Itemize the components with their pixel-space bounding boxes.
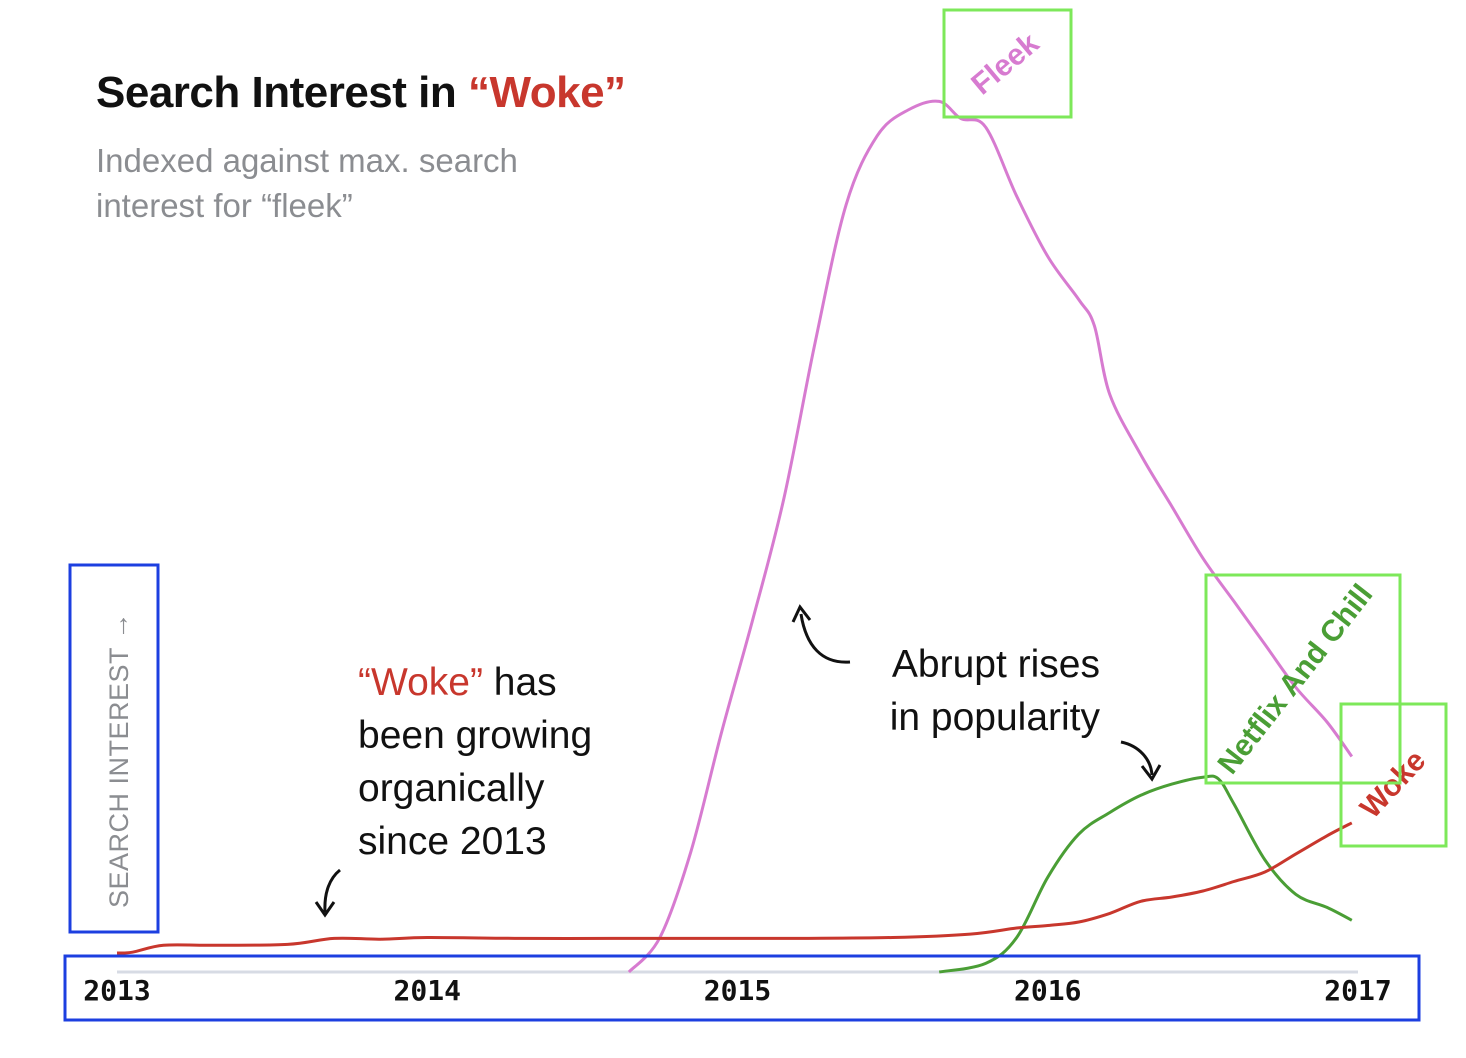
woke-annotation-line-1-rest: has bbox=[482, 661, 557, 704]
y-axis-label: SEARCH INTEREST → bbox=[104, 611, 134, 908]
woke-annotation-arrow bbox=[323, 868, 341, 913]
x-tick-label-2016: 2016 bbox=[1014, 974, 1081, 1007]
x-tick-labels: 2013 2014 2015 2016 2017 bbox=[83, 974, 1391, 1007]
series-line-woke bbox=[116, 821, 1353, 955]
series-label-netflix: Netflix And Chill bbox=[1212, 578, 1380, 780]
series-lines bbox=[116, 99, 1354, 974]
chart-title: Search Interest in “Woke” bbox=[96, 68, 626, 118]
series-line-fleek bbox=[627, 99, 1354, 974]
woke-label-highlight-box bbox=[1339, 702, 1448, 848]
abrupt-annotation-line-2: in popularity bbox=[889, 696, 1100, 739]
chart-title-prefix: Search Interest in bbox=[96, 68, 468, 117]
netflix-annotation-arrow bbox=[1120, 740, 1154, 776]
abrupt-annotation-line-1: Abrupt rises bbox=[891, 643, 1100, 686]
fleek-annotation-arrowhead bbox=[791, 604, 812, 623]
fleek-label-highlight-box bbox=[942, 8, 1073, 119]
x-tick-label-2013: 2013 bbox=[83, 974, 150, 1007]
woke-annotation-line-3: organically bbox=[358, 767, 545, 810]
netflix-label-highlight-box bbox=[1204, 573, 1402, 785]
x-axis-highlight-box bbox=[63, 954, 1421, 1022]
x-tick-label-2014: 2014 bbox=[394, 974, 461, 1007]
chart-title-highlight: “Woke” bbox=[467, 68, 626, 117]
netflix-annotation-arrowhead bbox=[1140, 764, 1162, 782]
subtitle-line-2: interest for “fleek” bbox=[96, 187, 353, 224]
subtitle-line-1: Indexed against max. search bbox=[96, 142, 518, 179]
woke-annotation-line-2: been growing bbox=[358, 714, 593, 757]
woke-annotation-highlight: “Woke” bbox=[358, 661, 483, 704]
y-axis-label-highlight-box bbox=[68, 563, 160, 934]
woke-annotation-line-1: “Woke” has bbox=[358, 656, 592, 709]
x-tick-label-2015: 2015 bbox=[704, 974, 771, 1007]
woke-annotation: “Woke” has been growing organically sinc… bbox=[358, 656, 592, 868]
series-line-netflix-and-chill bbox=[938, 774, 1353, 974]
abrupt-annotation: Abrupt rises in popularity bbox=[868, 638, 1100, 744]
woke-annotation-arrowhead bbox=[314, 901, 336, 918]
x-tick-label-2017: 2017 bbox=[1324, 974, 1391, 1007]
series-label-fleek: Fleek bbox=[965, 27, 1045, 102]
fleek-annotation-arrow bbox=[799, 613, 851, 664]
woke-annotation-line-4: since 2013 bbox=[358, 820, 547, 863]
chart-subtitle: Indexed against max. search interest for… bbox=[96, 138, 616, 228]
